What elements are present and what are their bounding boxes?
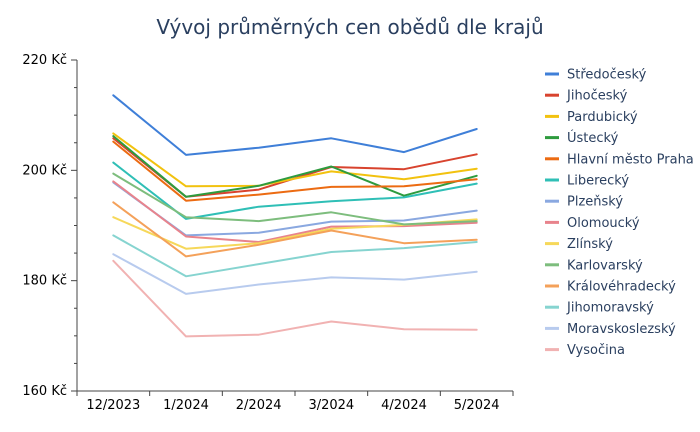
series-line-11[interactable]: [112, 234, 478, 278]
legend-label: Zlínský: [567, 237, 613, 252]
series-line-13[interactable]: [112, 259, 478, 338]
legend-label: Hlavní město Praha: [567, 152, 694, 167]
axes: 160 Kč 180 Kč 200 Kč 220 Kč 12/2023 1/2024 2/2…: [22, 53, 514, 413]
legend-item[interactable]: Olomoucký: [545, 216, 640, 231]
legend-label: Ústecký: [567, 130, 619, 146]
legend[interactable]: Středočeský Jihočeský Pardubický Ústecký Hla…: [545, 68, 694, 359]
y-tick-label: 160 Kč: [22, 384, 67, 399]
legend-label: Jihočeský: [566, 89, 628, 104]
legend-label: Pardubický: [567, 110, 638, 125]
legend-item[interactable]: Moravskoslezský: [545, 322, 676, 337]
legend-label: Moravskoslezský: [567, 322, 676, 337]
legend-label: Plzeňský: [567, 195, 623, 210]
series-line-0[interactable]: [112, 94, 478, 156]
legend-item[interactable]: Liberecký: [545, 174, 629, 189]
x-tick-label: 3/2024: [308, 398, 354, 413]
y-tick-label: 220 Kč: [22, 53, 67, 68]
x-tick-label: 1/2024: [163, 398, 209, 413]
series-line-7[interactable]: [112, 180, 478, 243]
x-tick-label: 4/2024: [381, 398, 427, 413]
series-line-10[interactable]: [112, 201, 478, 258]
legend-item[interactable]: Vysočina: [545, 343, 625, 358]
legend-item[interactable]: Jihočeský: [545, 89, 628, 104]
legend-item[interactable]: Plzeňský: [545, 195, 623, 210]
legend-item[interactable]: Pardubický: [545, 110, 638, 125]
x-tick-label: 2/2024: [236, 398, 282, 413]
legend-label: Vysočina: [567, 343, 625, 358]
legend-label: Karlovarský: [567, 258, 643, 273]
y-tick-label: 200 Kč: [22, 163, 67, 178]
legend-item[interactable]: Ústecký: [545, 130, 619, 146]
chart-title: Vývoj průměrných cen obědů dle krajů: [156, 15, 543, 39]
legend-label: Středočeský: [567, 68, 647, 83]
series-lines: [112, 94, 478, 338]
legend-label: Olomoucký: [567, 216, 640, 231]
series-line-2[interactable]: [112, 132, 478, 188]
legend-label: Královéhradecký: [567, 280, 676, 295]
series-line-3[interactable]: [112, 135, 478, 198]
series-line-12[interactable]: [112, 253, 478, 295]
legend-item[interactable]: Hlavní město Praha: [545, 152, 694, 167]
x-tick-label: 12/2023: [86, 398, 140, 413]
legend-label: Liberecký: [567, 174, 629, 189]
legend-item[interactable]: Karlovarský: [545, 258, 643, 273]
x-tick-label: 5/2024: [454, 398, 500, 413]
legend-label: Jihomoravský: [566, 301, 654, 316]
legend-item[interactable]: Zlínský: [545, 237, 613, 252]
legend-item[interactable]: Jihomoravský: [545, 301, 654, 316]
legend-item[interactable]: Středočeský: [545, 68, 647, 83]
series-line-9[interactable]: [112, 172, 478, 226]
y-tick-label: 180 Kč: [22, 274, 67, 289]
series-line-4[interactable]: [112, 140, 478, 202]
legend-item[interactable]: Královéhradecký: [545, 280, 676, 295]
